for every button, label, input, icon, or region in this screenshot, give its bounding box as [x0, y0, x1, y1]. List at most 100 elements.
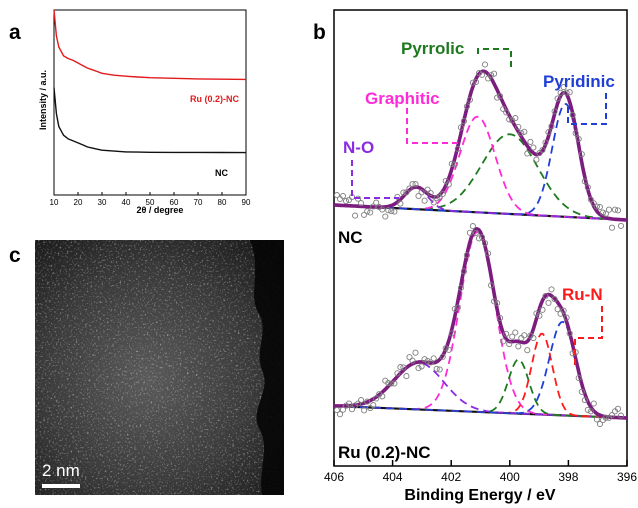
xps-data-point-nc [451, 161, 458, 168]
xps-tick-label: 400 [500, 470, 520, 484]
xps-data-point-ru [376, 391, 383, 398]
xps-data-point-nc [584, 184, 591, 191]
xps-data-point-ru [379, 393, 386, 400]
xps-data-point-ru [554, 306, 561, 313]
xps-data-point-ru [439, 353, 446, 360]
xps-tick-label: 398 [558, 470, 578, 484]
xps-data-point-nc [430, 199, 437, 206]
xps-group-label-nc: NC [338, 228, 363, 247]
xps-tick-label: 402 [441, 470, 461, 484]
xps-data-point-ru [512, 329, 519, 336]
xps-data-point-nc [605, 206, 613, 213]
xps-data-point-ru [500, 338, 507, 345]
xrd-label-nc: NC [215, 168, 228, 178]
xps-data-point-nc [466, 96, 473, 103]
xps-data-point-ru [427, 359, 434, 366]
xrd-chart: 10 20 30 40 50 60 70 80 90 2θ / degree Intensity… [38, 9, 251, 215]
xps-component-run-ru [333, 332, 628, 419]
xps-data-point-ru [548, 286, 555, 293]
xps-data-point-ru [460, 268, 467, 275]
xps-data-point-nc [485, 75, 492, 82]
annotation-no: N-O [343, 138, 374, 157]
xps-component-graphitic-nc [333, 115, 628, 221]
xps-component-pyrrolic-nc [333, 133, 628, 221]
xps-data-point-ru [469, 223, 476, 230]
xps-data-point-nc [388, 208, 395, 215]
xps-data-point-nc [418, 189, 425, 196]
xps-data-point-nc [421, 197, 428, 204]
xps-data-point-nc [602, 210, 609, 217]
xps-data-point-nc [367, 209, 374, 216]
xps-data-point-ru [385, 380, 392, 387]
xps-data-point-ru [336, 411, 344, 418]
xps-data-point-nc [475, 70, 483, 77]
xps-data-point-ru [566, 330, 573, 337]
xps-data-point-nc [342, 197, 350, 205]
xps-data-point-ru [608, 412, 616, 419]
xps-data-point-ru [415, 365, 422, 372]
xrd-tick-label: 90 [242, 198, 251, 207]
xps-data-point-nc [587, 196, 594, 203]
xps-data-point-ru [364, 398, 371, 405]
xps-data-point-ru [397, 364, 404, 371]
xps-data-point-ru [494, 300, 501, 307]
run-leader [574, 306, 603, 366]
xps-data-point-nc [469, 79, 476, 86]
xps-data-point-ru [421, 356, 428, 363]
xps-data-point-nc [406, 185, 413, 192]
xps-component-pyridinic-ru [333, 320, 628, 419]
xps-data-point-ru [358, 397, 365, 404]
xps-data-point-ru [497, 314, 504, 322]
xps-data-point-nc [352, 212, 359, 219]
xps-data-point-nc [539, 146, 546, 154]
xps-component-no-nc [333, 186, 628, 221]
xps-data-point-ru [560, 307, 567, 314]
xps-data-point-ru [475, 235, 483, 242]
annotation-pyrrolic: Pyrrolic [401, 39, 464, 58]
xrd-tick-label: 60 [170, 198, 179, 207]
xps-data-point-ru [563, 314, 570, 321]
xps-data-point-nc [397, 200, 404, 207]
xps-data-point-ru [593, 416, 600, 423]
xps-data-point-ru [436, 366, 443, 373]
xps-data-point-nc [379, 206, 386, 213]
xps-plot-frame [333, 9, 628, 467]
xps-data-point-ru [478, 234, 486, 241]
panel-label-c: c [9, 244, 21, 267]
xps-data-point-nc [370, 203, 377, 210]
xps-data-point-nc [560, 84, 567, 91]
xps-data-point-ru [430, 355, 437, 362]
xps-data-point-nc [345, 196, 353, 204]
xps-data-point-nc [497, 93, 504, 100]
xps-data-point-ru [433, 365, 440, 372]
xps-data-point-nc [524, 150, 531, 157]
xps-data-point-nc [548, 123, 555, 130]
xps-data-point-nc [472, 78, 480, 86]
xps-data-point-nc [433, 195, 440, 202]
xps-data-point-nc [442, 177, 449, 184]
xps-data-point-nc [491, 70, 498, 77]
xps-data-point-nc [373, 199, 380, 206]
xps-data-point-nc [358, 200, 365, 207]
xps-data-point-nc [385, 207, 392, 214]
xps-data-point-nc [596, 203, 603, 211]
xps-data-point-ru [614, 405, 622, 412]
xps-data-point-ru [400, 364, 407, 371]
xps-data-point-nc [463, 103, 470, 110]
xps-data-point-ru [524, 347, 531, 354]
xps-tick-label: 406 [324, 470, 344, 484]
xrd-tick-label: 80 [218, 198, 227, 207]
xps-data-point-nc [542, 139, 549, 146]
xps-data-point-ru [596, 420, 603, 428]
xps-data-point-ru [488, 282, 495, 289]
xrd-series [53, 9, 247, 154]
xps-data-point-nc [478, 71, 486, 78]
xps-data-point-nc [503, 109, 510, 116]
annotation-graphitic: Graphitic [365, 89, 440, 108]
xrd-tick-label: 10 [50, 198, 59, 207]
xps-data-point-nc [454, 145, 461, 152]
xps-data-point-ru [509, 333, 516, 340]
xps-data-point-nc [554, 95, 561, 102]
xps-data-point-ru [454, 304, 461, 311]
xps-data-point-nc [581, 178, 588, 185]
